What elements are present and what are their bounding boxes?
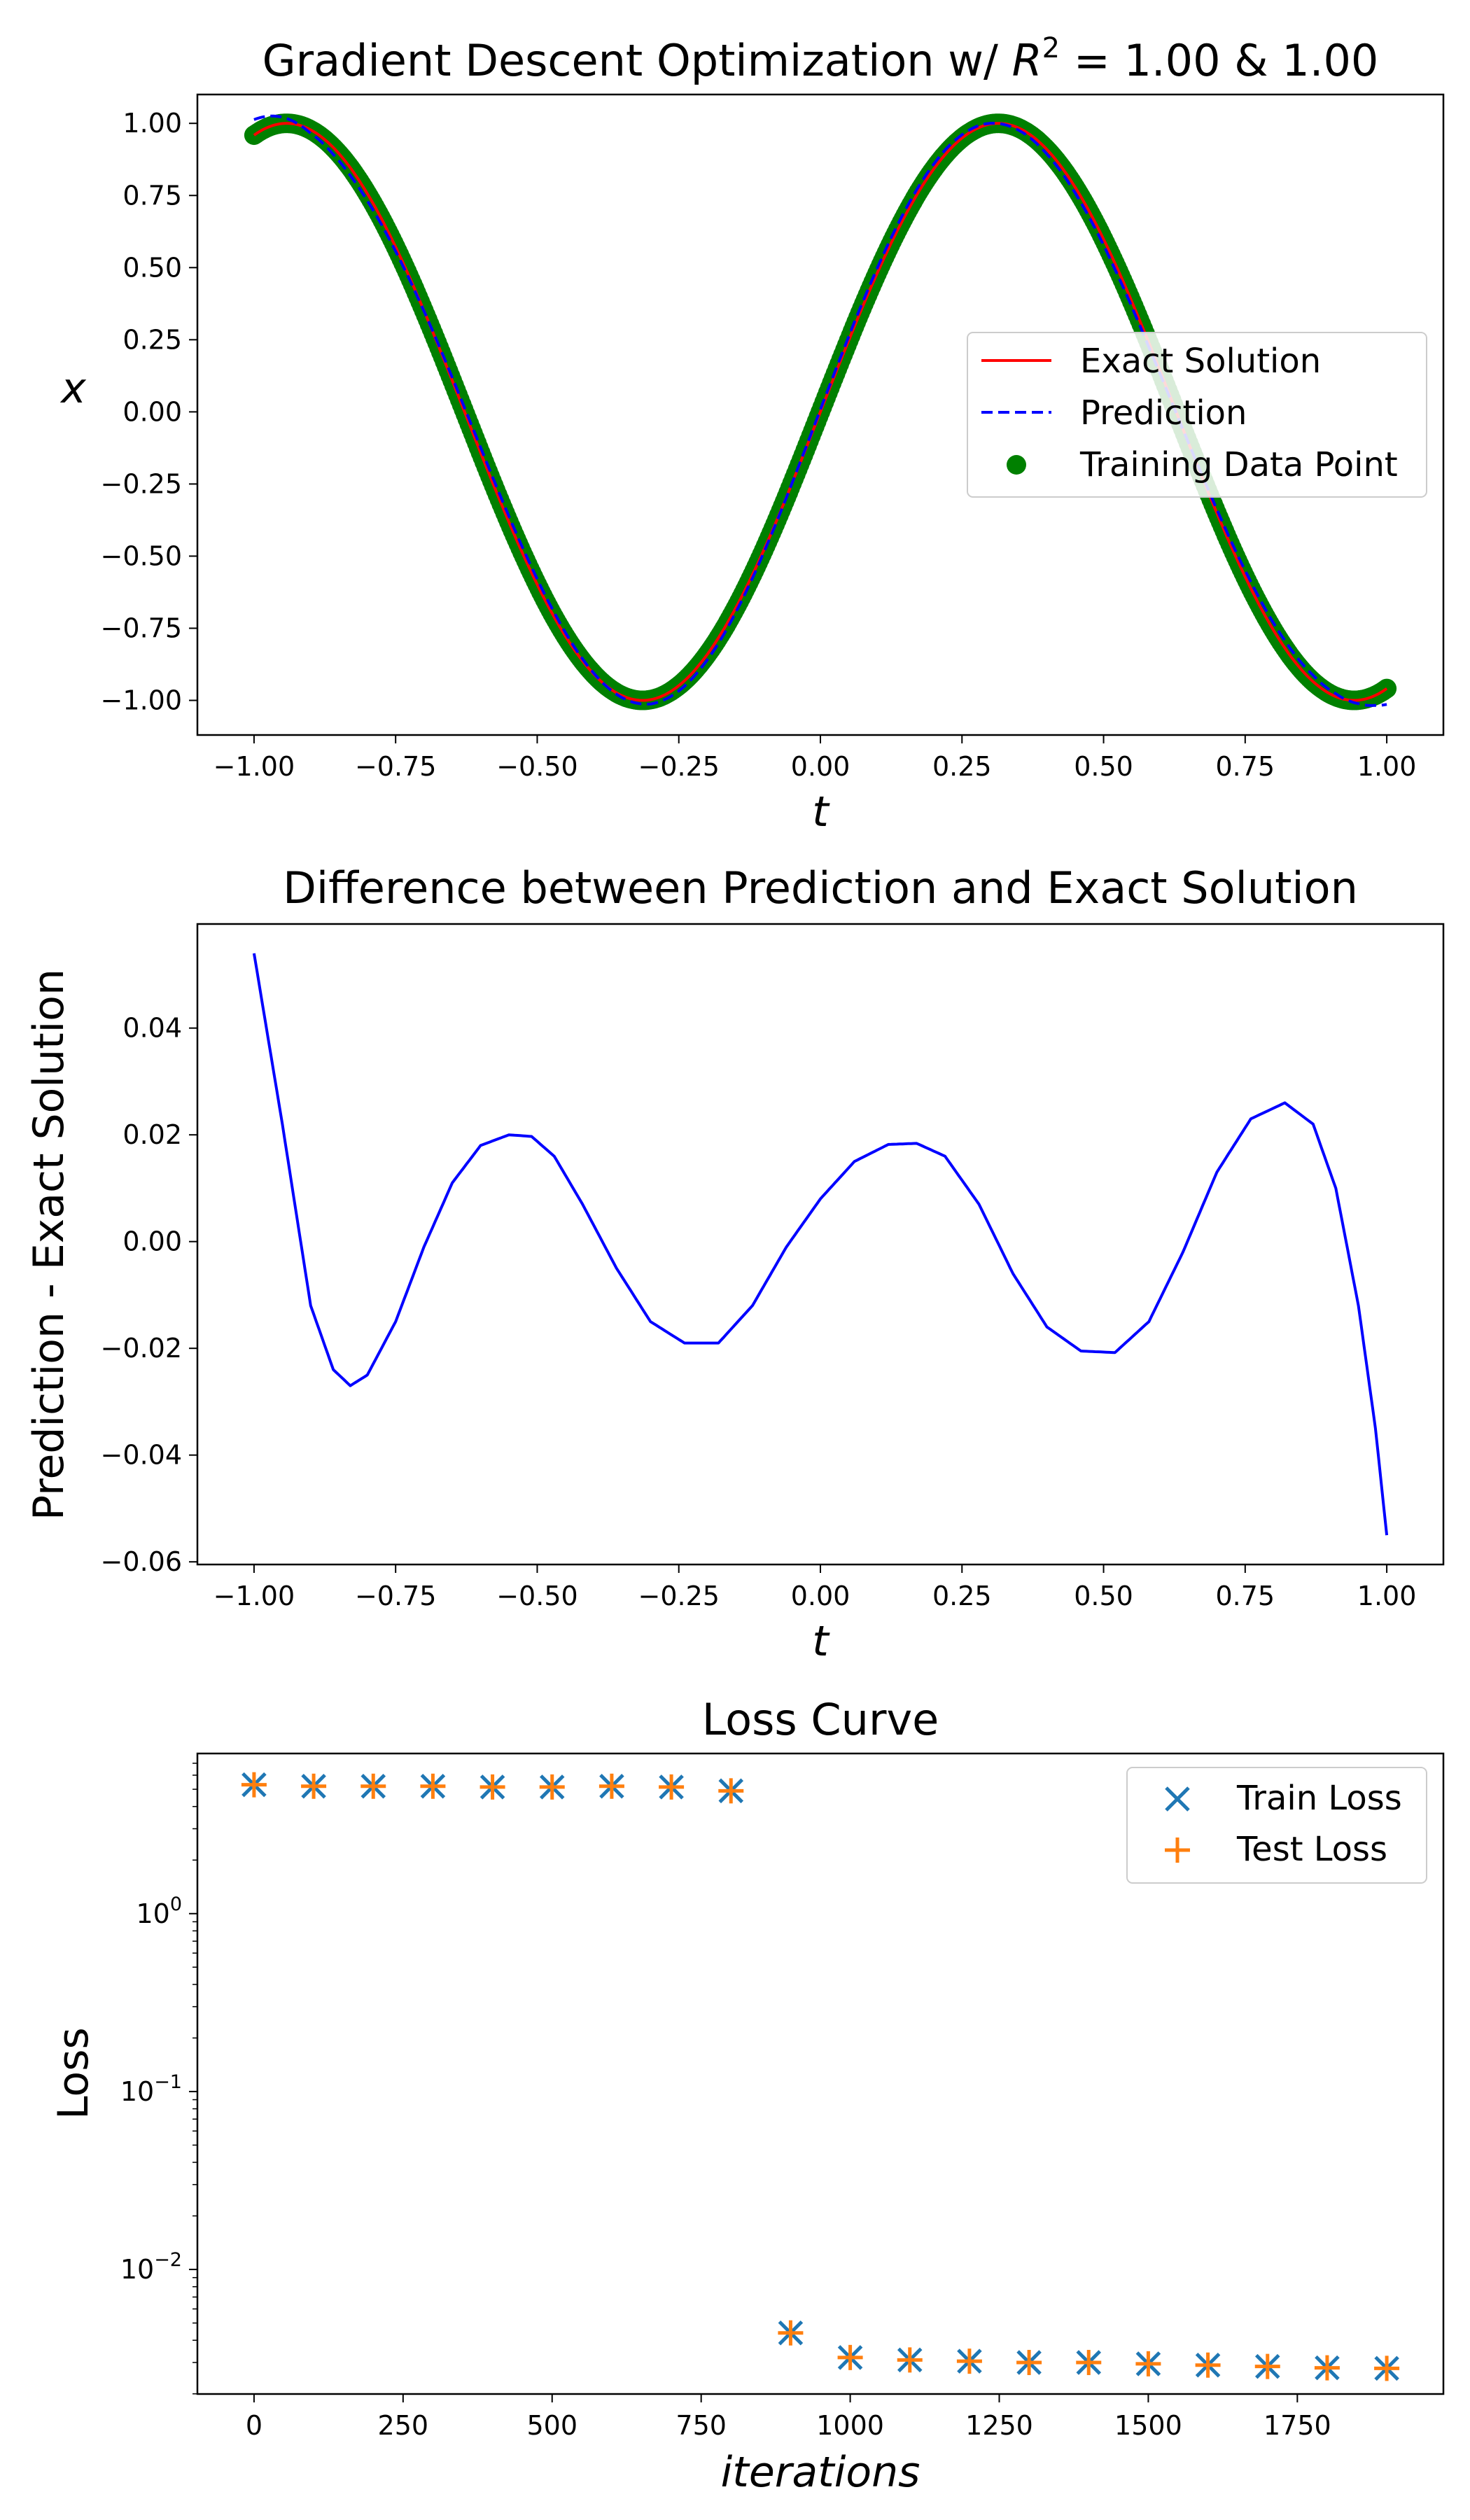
legend-box — [967, 332, 1427, 498]
y-tick-label: 0.50 — [122, 252, 182, 283]
panel3-ylabel: Loss — [49, 2027, 98, 2120]
y-tick-label: 10−2 — [120, 2249, 182, 2285]
panel-solution: Gradient Descent Optimization w/ R2 = 1.… — [59, 32, 1445, 836]
x-tick-label: 0.00 — [791, 1581, 850, 1611]
x-tick-label: 0.50 — [1074, 1581, 1133, 1611]
test-loss-point — [1314, 2355, 1340, 2381]
test-loss-point — [718, 1778, 744, 1804]
panel2-frame — [196, 923, 1445, 1566]
panel3-title: Loss Curve — [702, 1694, 939, 1745]
panel-difference: Difference between Prediction and Exact … — [24, 862, 1445, 1666]
test-loss-point — [1016, 2349, 1042, 2375]
legend-train-label: Train Loss — [1236, 1779, 1402, 1818]
x-tick-label: −0.25 — [638, 751, 720, 782]
difference-line — [252, 953, 1389, 1536]
panel-loss: Loss Curve 0 250 500 750 1000 1250 1500 1750 100… — [49, 1694, 1445, 2497]
legend-exact-label: Exact Solution — [1080, 342, 1321, 381]
legend-test-marker — [1165, 1837, 1190, 1863]
loss-legend-box — [1126, 1767, 1427, 1884]
y-tick-label: −0.06 — [101, 1546, 182, 1577]
test-loss-point — [837, 2344, 863, 2370]
x-tick-label: −0.75 — [355, 1581, 436, 1611]
test-loss-point — [420, 1773, 446, 1799]
x-tick-label: 1750 — [1264, 2410, 1331, 2441]
x-tick-label: −1.00 — [214, 1581, 295, 1611]
legend-test-label: Test Loss — [1236, 1830, 1387, 1869]
y-tick-label: −0.50 — [101, 540, 182, 571]
x-tick-label: −1.00 — [214, 751, 295, 782]
test-loss-point — [1195, 2352, 1221, 2378]
x-tick-label: 0.75 — [1216, 1581, 1275, 1611]
panel3-xlabel: iterations — [721, 2448, 920, 2497]
panel1-xlabel: t — [812, 788, 830, 836]
y-tick-label: 100 — [136, 1893, 182, 1929]
test-loss-point — [598, 1773, 624, 1799]
panel3-legend: Train Loss Test Loss — [1126, 1767, 1427, 1884]
y-tick-label: 10−1 — [120, 2071, 182, 2107]
y-tick-label: 0.25 — [122, 324, 182, 355]
x-tick-label: 0.25 — [932, 1581, 992, 1611]
test-loss-point — [1135, 2351, 1161, 2376]
x-tick-label: 0.00 — [791, 751, 850, 782]
y-tick-label: 0.00 — [122, 396, 182, 427]
test-loss-point — [241, 1772, 267, 1798]
x-tick-label: 1.00 — [1357, 1581, 1417, 1611]
test-loss-point — [301, 1773, 327, 1799]
legend-prediction-label: Prediction — [1080, 393, 1247, 433]
x-tick-label: 1.00 — [1357, 751, 1417, 782]
x-tick-label: 1500 — [1114, 2410, 1182, 2441]
x-tick-label: 1000 — [816, 2410, 884, 2441]
x-tick-label: −0.25 — [638, 1581, 720, 1611]
panel1-ylabel: x — [59, 364, 86, 413]
panel1-title: Gradient Descent Optimization w/ R2 = 1.… — [262, 32, 1379, 86]
y-tick-label: −0.02 — [101, 1333, 182, 1364]
x-tick-label: 0.25 — [932, 751, 992, 782]
y-tick-label: 0.04 — [122, 1013, 182, 1044]
x-marker-stroke — [1165, 1786, 1190, 1812]
panel2-xlabel: t — [812, 1617, 830, 1666]
panel3-frame — [196, 1752, 1445, 2395]
legend-training-marker — [1007, 455, 1026, 475]
test-loss-point — [1374, 2356, 1400, 2381]
test-loss-point — [360, 1773, 386, 1799]
y-tick-label: 1.00 — [122, 108, 182, 139]
legend-training-label: Training Data Point — [1079, 445, 1398, 484]
test-loss-points — [241, 1772, 1400, 2381]
x-tick-label: 500 — [526, 2410, 578, 2441]
x-tick-label: −0.50 — [496, 1581, 578, 1611]
y-tick-label: 0.02 — [122, 1119, 182, 1150]
x-tick-label: −0.75 — [355, 751, 436, 782]
x-tick-label: 0 — [246, 2410, 262, 2441]
y-tick-label: −0.75 — [101, 613, 182, 644]
panel1-legend: Exact Solution Prediction Training Data … — [967, 332, 1427, 498]
test-loss-point — [659, 1774, 685, 1800]
test-loss-point — [1254, 2353, 1280, 2379]
x-tick-label: 250 — [378, 2410, 429, 2441]
y-tick-label: 0.75 — [122, 180, 182, 211]
y-tick-label: −0.04 — [101, 1440, 182, 1471]
x-tick-label: 750 — [676, 2410, 727, 2441]
test-loss-point — [956, 2348, 982, 2374]
test-loss-point — [897, 2347, 923, 2373]
x-tick-label: −0.50 — [496, 751, 578, 782]
test-loss-point — [778, 2320, 804, 2346]
panel2-title: Difference between Prediction and Exact … — [283, 862, 1358, 913]
legend-train-marker — [1165, 1786, 1190, 1812]
y-tick-label: 0.00 — [122, 1226, 182, 1257]
x-tick-label: 0.50 — [1074, 751, 1133, 782]
test-loss-point — [539, 1774, 565, 1800]
x-tick-label: 0.75 — [1216, 751, 1275, 782]
test-loss-point — [1076, 2349, 1102, 2375]
test-loss-point — [479, 1774, 505, 1800]
y-tick-label: −1.00 — [101, 685, 182, 716]
panel2-ylabel: Prediction - Exact Solution — [24, 969, 74, 1520]
y-tick-label: −0.25 — [101, 468, 182, 499]
x-tick-label: 1250 — [965, 2410, 1033, 2441]
